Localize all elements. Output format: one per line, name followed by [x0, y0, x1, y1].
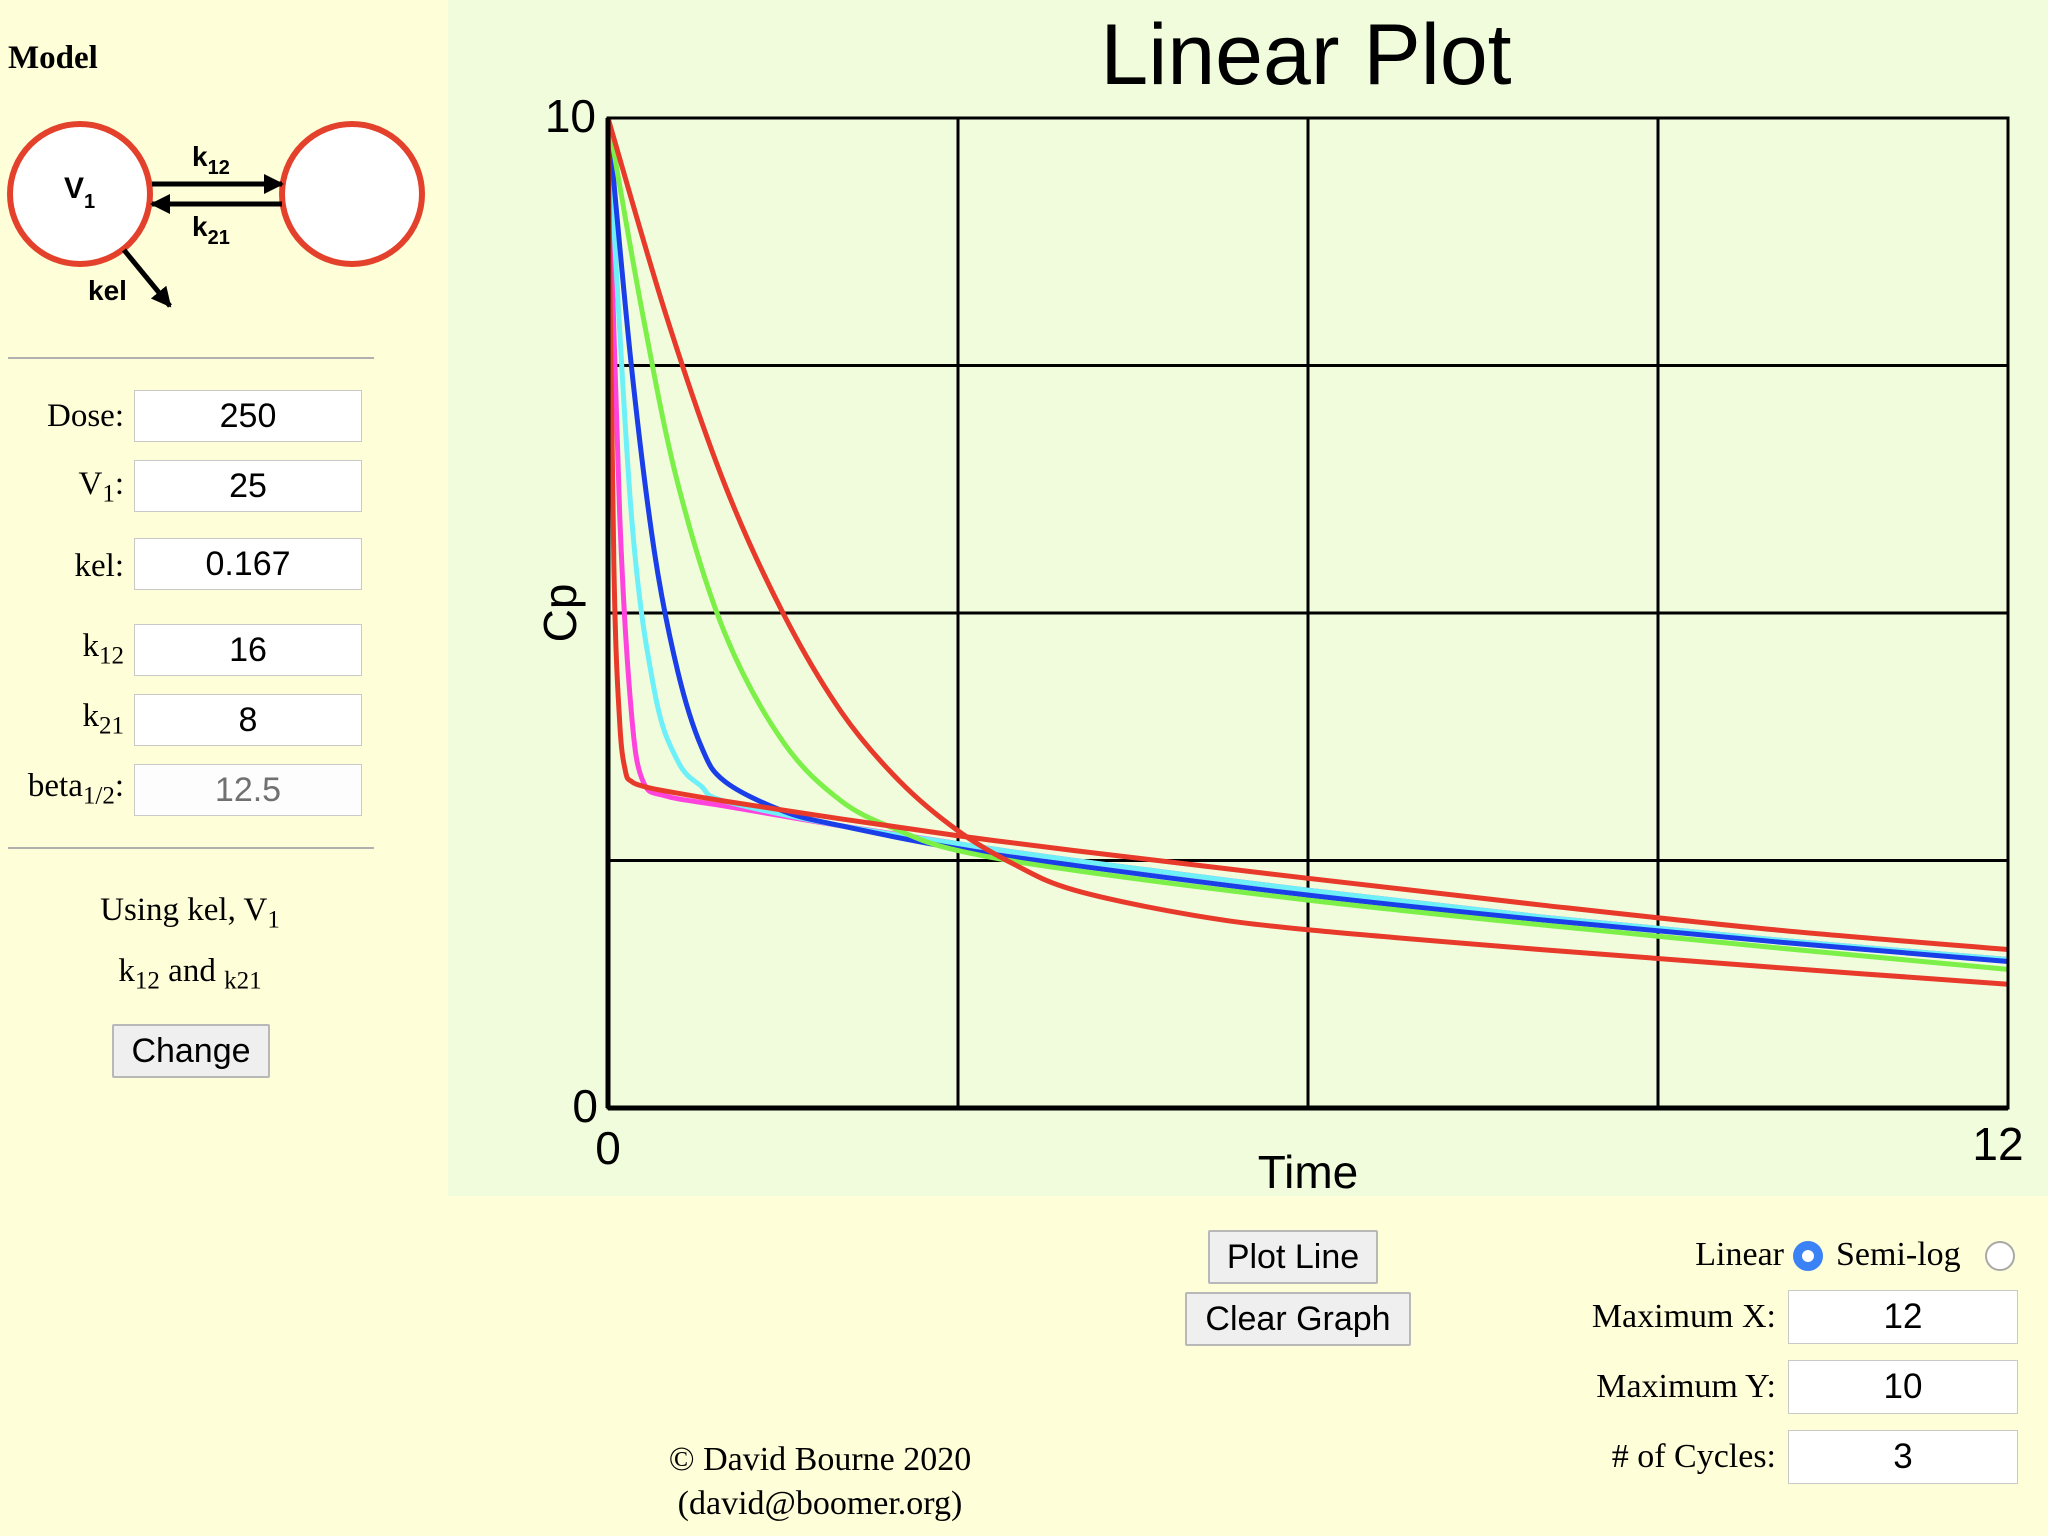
cycles-label: # of Cycles:	[1611, 1438, 1776, 1475]
k12-label: k12	[192, 141, 230, 179]
series-line-3	[605, 117, 2009, 964]
max-x-input[interactable]	[1788, 1290, 2018, 1344]
plot-title: Linear Plot	[1100, 7, 1512, 103]
y-tick-max: 10	[545, 90, 596, 142]
k21-label: k21	[192, 211, 230, 249]
dose-input[interactable]	[134, 390, 362, 442]
using-note: Using kel, V1 k12 and k21	[0, 885, 380, 1006]
series-line-5	[605, 117, 2009, 987]
change-button[interactable]: Change	[112, 1024, 270, 1078]
x-tick-max: 12	[1972, 1118, 2023, 1170]
k12-input[interactable]	[134, 624, 362, 676]
max-y-label: Maximum Y:	[1596, 1368, 1776, 1405]
copyright-email: (david@boomer.org)	[677, 1485, 963, 1522]
plot-line-button[interactable]: Plot Line	[1208, 1230, 1378, 1284]
copyright: © David Bourne 2020 (david@boomer.org)	[560, 1438, 1080, 1526]
plot-panel	[448, 0, 2048, 1196]
k12-param-label: k12	[82, 628, 125, 670]
model-diagram: V1 k12 k21 kel	[7, 121, 425, 308]
x-axis-label: Time	[1258, 1146, 1359, 1198]
y-axis-label: Cp	[534, 584, 586, 643]
copyright-text: © David Bourne 2020	[668, 1441, 972, 1478]
v1-input[interactable]	[134, 460, 362, 512]
cycles-input[interactable]	[1788, 1430, 2018, 1484]
v1-compartment-label: V1	[64, 172, 95, 213]
x-tick-min: 0	[595, 1122, 621, 1174]
elimination-arrow	[122, 248, 172, 308]
semilog-label: Semi-log	[1836, 1236, 1961, 1273]
y-tick-min: 0	[572, 1080, 598, 1132]
beta-half-label: beta1/2:	[27, 768, 124, 810]
clear-graph-button[interactable]: Clear Graph	[1185, 1292, 1411, 1346]
using-note-line1: Using kel, V1	[100, 892, 280, 934]
linear-label: Linear	[1695, 1236, 1784, 1273]
dose-label: Dose:	[47, 398, 124, 434]
semilog-radio[interactable]	[1985, 1241, 2015, 1271]
linear-radio[interactable]	[1793, 1241, 1823, 1271]
line-chart: 10 00 12 Time Cp	[534, 90, 2024, 1198]
peripheral-compartment	[279, 121, 425, 267]
divider-top	[8, 357, 374, 359]
kel-label: kel	[88, 275, 127, 306]
series-line-4	[605, 117, 2009, 972]
using-note-line2: k12 and k21	[118, 952, 262, 995]
model-title: Model	[8, 40, 98, 76]
kel-label-text: kel:	[74, 548, 124, 584]
series-line-6	[605, 117, 2009, 953]
max-y-input[interactable]	[1788, 1360, 2018, 1414]
max-x-label: Maximum X:	[1591, 1298, 1776, 1335]
kel-input[interactable]	[134, 538, 362, 590]
v1-label: V1:	[78, 466, 124, 508]
divider-bottom	[8, 847, 374, 849]
k21-input[interactable]	[134, 694, 362, 746]
k21-param-label: k21	[82, 698, 125, 740]
beta-half-input	[134, 764, 362, 816]
